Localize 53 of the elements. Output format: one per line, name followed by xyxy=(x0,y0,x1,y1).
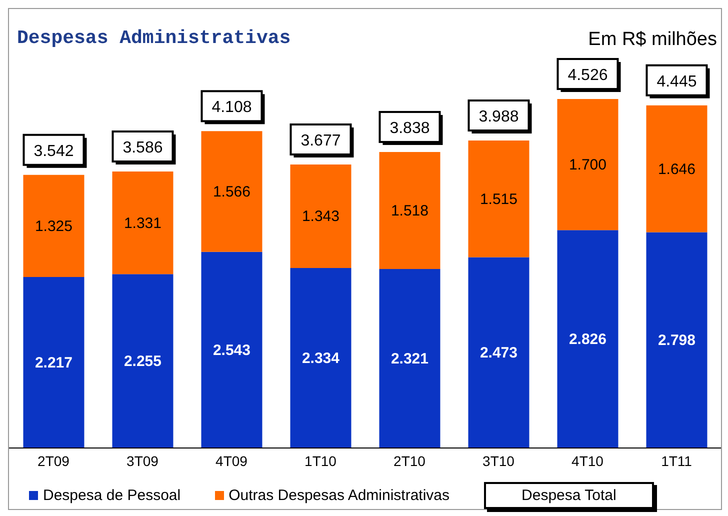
bar xyxy=(557,99,618,230)
data-label: 1.646 xyxy=(658,160,696,178)
x-tick-label: 2T09 xyxy=(38,452,70,469)
data-label: 2.334 xyxy=(302,350,340,368)
bar xyxy=(201,131,262,252)
legend-label: Despesa de Pessoal xyxy=(43,487,181,504)
x-tick-label: 1T10 xyxy=(304,452,337,469)
total-label: 3.988 xyxy=(478,108,519,126)
total-label: 3.838 xyxy=(390,120,430,137)
x-tick-label: 4T10 xyxy=(572,452,604,469)
data-label: 1.518 xyxy=(390,202,429,220)
bar xyxy=(23,277,84,448)
data-label: 1.343 xyxy=(302,208,340,226)
bar xyxy=(557,230,618,448)
data-label: 2.473 xyxy=(480,344,518,362)
data-label: 1.700 xyxy=(568,156,607,174)
text: Despesa Total xyxy=(484,482,654,509)
bar xyxy=(468,257,530,448)
data-label: 1.515 xyxy=(480,190,518,208)
legend-label: Outras Despesas Administrativas xyxy=(228,487,450,504)
data-label: 2.543 xyxy=(212,342,251,359)
data-label: 1.566 xyxy=(212,184,251,201)
x-tick-label: 3T10 xyxy=(482,452,515,469)
total-label: 3.542 xyxy=(34,142,74,160)
total-label: 3.677 xyxy=(300,132,341,150)
total-label: 4.108 xyxy=(212,99,252,116)
x-tick-label: 1T11 xyxy=(661,452,692,469)
bar xyxy=(379,269,440,448)
total-label: 4.445 xyxy=(656,73,697,90)
bar xyxy=(23,174,84,278)
chart-title: Despesas Administrativas xyxy=(17,27,291,49)
bar xyxy=(379,152,440,270)
total-label: 3.586 xyxy=(122,139,163,156)
bar xyxy=(201,252,262,448)
bar xyxy=(290,268,352,448)
bar xyxy=(646,232,708,448)
bar xyxy=(290,164,352,268)
bar xyxy=(468,140,530,258)
x-tick-label: 2T10 xyxy=(394,452,426,469)
x-tick-label: 4T09 xyxy=(216,452,248,469)
data-label: 1.331 xyxy=(124,214,162,232)
data-label: 2.826 xyxy=(568,331,607,348)
bar xyxy=(112,274,174,448)
data-label: 2.255 xyxy=(124,353,162,370)
total-label: 4.526 xyxy=(568,67,608,84)
data-label: 2.321 xyxy=(390,350,429,368)
chart-subtitle: Em R$ milhões xyxy=(588,29,717,51)
bar xyxy=(112,171,174,274)
data-label: 2.798 xyxy=(658,332,696,350)
data-label: 1.325 xyxy=(34,218,73,235)
data-label: 2.217 xyxy=(34,354,73,372)
bar xyxy=(646,105,708,232)
x-tick-label: 3T09 xyxy=(126,452,159,469)
